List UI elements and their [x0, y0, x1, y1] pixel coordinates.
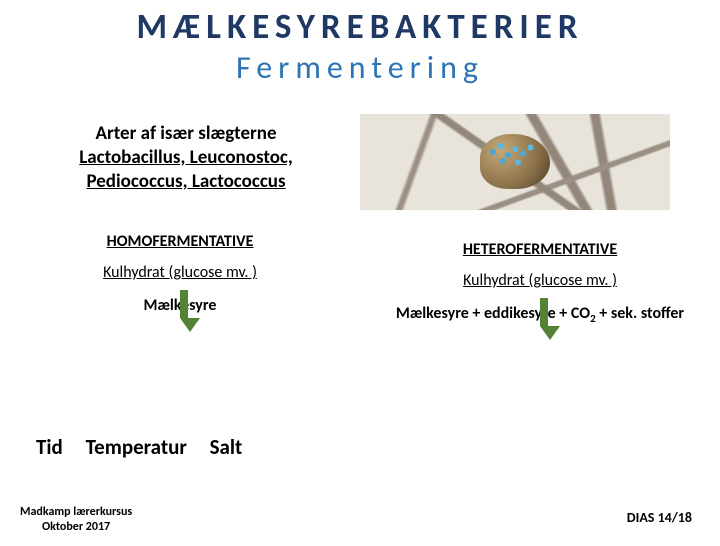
genera-line1: Arter af især slægterne — [95, 122, 276, 145]
column-heterofermentative: HETEROFERMENTATIVE Kulhydrat (glucose mv… — [360, 232, 720, 325]
footer-left: Madkamp lærerkursus Oktober 2017 — [20, 505, 132, 534]
factor-time: Tid — [36, 434, 63, 460]
bacteria-cluster-icon — [480, 134, 550, 189]
genera-line3: Pediococcus, Lactococcus — [86, 170, 285, 193]
footer-slide-number: DIAS 14/18 — [627, 509, 692, 526]
fermentation-columns: HOMOFERMENTATIVE Kulhydrat (glucose mv. … — [0, 232, 720, 325]
footer-left-line2: Oktober 2017 — [42, 520, 110, 534]
hetero-heading: HETEROFERMENTATIVE — [380, 240, 700, 259]
factor-salt: Salt — [210, 434, 243, 460]
hetero-product-pre: Mælkesyre + eddikesyre + CO — [396, 304, 590, 323]
homo-heading: HOMOFERMENTATIVE — [20, 232, 340, 251]
homo-substrate: Kulhydrat (glucose mv. ) — [20, 263, 340, 282]
factor-temperature: Temperatur — [86, 434, 187, 460]
genera-text: Arter af især slægterne Lactobacillus, L… — [36, 122, 336, 193]
hetero-substrate: Kulhydrat (glucose mv. ) — [380, 271, 700, 290]
genera-line2: Lactobacillus, Leuconostoc, — [79, 146, 293, 169]
microscopy-image — [360, 114, 670, 210]
factors-row: Tid Temperatur Salt — [36, 434, 260, 460]
slide-title-sub: Fermentering — [0, 48, 720, 87]
footer-left-line1: Madkamp lærerkursus — [20, 505, 132, 519]
column-homofermentative: HOMOFERMENTATIVE Kulhydrat (glucose mv. … — [0, 232, 360, 325]
slide-title-main: MÆLKESYREBAKTERIER — [0, 6, 720, 48]
hetero-product-post: + sek. stoffer — [596, 304, 684, 323]
